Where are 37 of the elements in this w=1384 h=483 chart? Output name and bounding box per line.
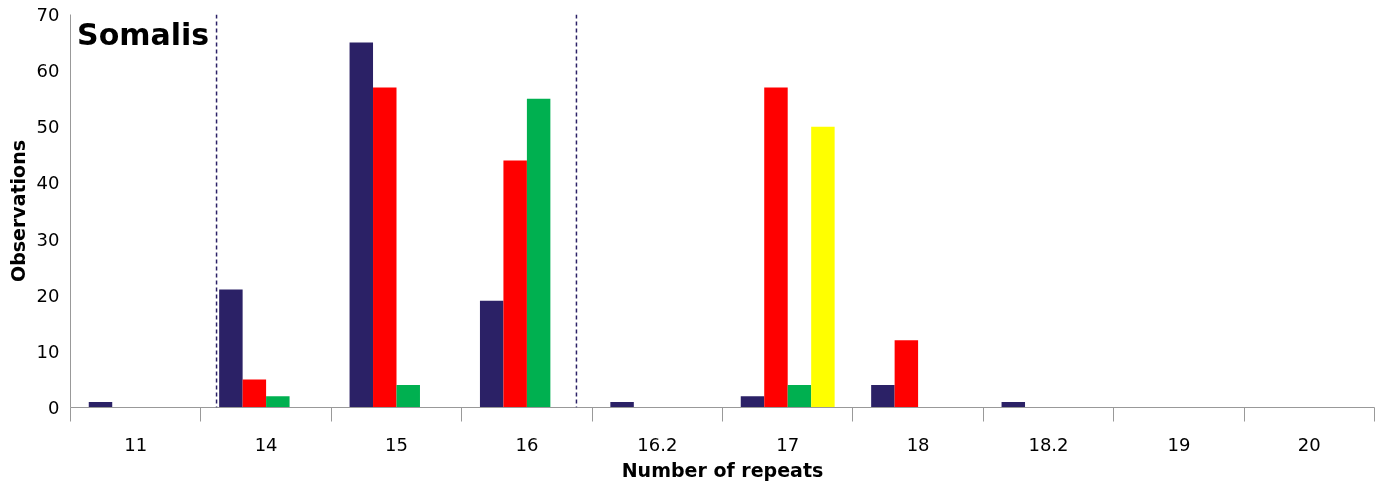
bar bbox=[764, 87, 788, 408]
x-tick-label: 16 bbox=[515, 433, 539, 455]
bar bbox=[894, 340, 919, 408]
bar bbox=[787, 385, 812, 408]
y-tick-label: 70 bbox=[36, 4, 60, 25]
y-tick-label: 20 bbox=[36, 284, 60, 306]
bar bbox=[242, 379, 267, 408]
bar bbox=[219, 289, 243, 408]
x-axis-title: Number of repeats bbox=[621, 458, 824, 481]
x-tick-label: 18 bbox=[906, 433, 930, 455]
x-tick-label: 16.2 bbox=[637, 433, 678, 455]
x-tick-label: 17 bbox=[776, 433, 800, 455]
x-tick-label: 15 bbox=[385, 433, 408, 455]
bar bbox=[610, 401, 634, 408]
x-tick-label: 11 bbox=[124, 433, 148, 455]
y-axis-title: Observations bbox=[6, 139, 29, 282]
bar bbox=[503, 160, 527, 408]
bar bbox=[479, 300, 504, 408]
bar bbox=[811, 126, 835, 408]
bar bbox=[373, 87, 397, 408]
x-tick-label: 20 bbox=[1297, 433, 1321, 455]
y-tick-label: 50 bbox=[36, 116, 60, 138]
bar bbox=[396, 385, 420, 408]
y-tick-label: 10 bbox=[36, 340, 60, 362]
y-tick-label: 60 bbox=[36, 60, 60, 82]
x-tick-label: 19 bbox=[1167, 433, 1191, 455]
x-tick-label: 18.2 bbox=[1028, 433, 1069, 455]
y-tick-label: 40 bbox=[36, 172, 60, 194]
bar bbox=[266, 396, 290, 408]
bar bbox=[871, 385, 895, 408]
y-tick-label: 30 bbox=[36, 228, 60, 250]
y-tick-label: 0 bbox=[48, 397, 60, 418]
x-tick-label: 14 bbox=[254, 433, 278, 455]
bar bbox=[740, 396, 765, 408]
bar bbox=[526, 98, 551, 408]
bar bbox=[349, 42, 374, 408]
chart-title: Somalis bbox=[77, 16, 210, 52]
